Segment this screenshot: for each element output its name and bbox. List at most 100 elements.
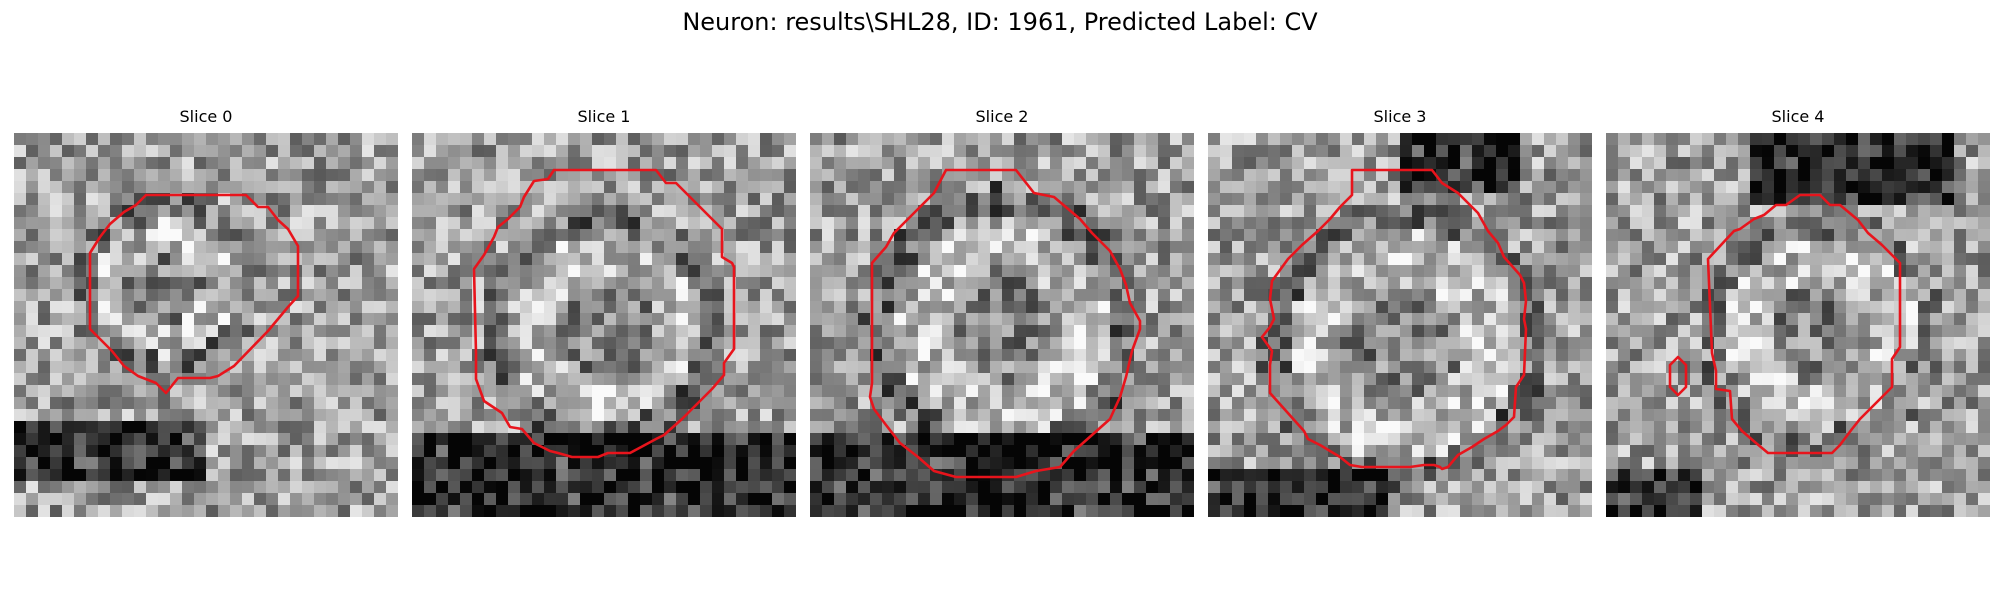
- pixel: [182, 145, 195, 158]
- pixel: [1858, 217, 1871, 230]
- pixel: [1858, 325, 1871, 338]
- pixel: [1762, 445, 1775, 458]
- pixel: [38, 481, 51, 494]
- pixel: [1858, 433, 1871, 446]
- pixel: [1460, 193, 1473, 206]
- pixel: [894, 313, 907, 326]
- pixel: [1038, 133, 1051, 146]
- pixel: [1846, 373, 1859, 386]
- pixel: [1738, 337, 1751, 350]
- pixel: [98, 361, 111, 374]
- pixel: [230, 505, 243, 517]
- pixel: [1134, 253, 1147, 266]
- pixel: [1208, 277, 1221, 290]
- pixel: [1110, 289, 1123, 302]
- pixel: [1738, 181, 1751, 194]
- pixel: [556, 133, 569, 146]
- pixel: [1930, 289, 1943, 302]
- pixel: [748, 253, 761, 266]
- pixel: [1834, 337, 1847, 350]
- pixel: [1134, 361, 1147, 374]
- pixel: [1906, 217, 1919, 230]
- pixel: [1678, 133, 1691, 146]
- pixel: [724, 373, 737, 386]
- pixel: [966, 325, 979, 338]
- pixel: [74, 445, 87, 458]
- pixel: [374, 157, 387, 170]
- pixel: [1208, 505, 1221, 517]
- pixel: [122, 469, 135, 482]
- pixel: [1496, 433, 1509, 446]
- pixel: [1774, 361, 1787, 374]
- pixel: [302, 505, 315, 517]
- pixel: [1942, 157, 1955, 170]
- pixel: [254, 349, 267, 362]
- pixel: [1412, 337, 1425, 350]
- pixel: [412, 265, 425, 278]
- pixel: [978, 337, 991, 350]
- pixel: [158, 397, 171, 410]
- pixel: [1086, 445, 1099, 458]
- pixel: [954, 397, 967, 410]
- pixel: [580, 205, 593, 218]
- pixel: [1268, 229, 1281, 242]
- pixel: [98, 325, 111, 338]
- pixel: [86, 253, 99, 266]
- pixel: [1846, 349, 1859, 362]
- pixel: [122, 385, 135, 398]
- pixel: [1146, 337, 1159, 350]
- pixel: [894, 373, 907, 386]
- pixel: [1714, 457, 1727, 470]
- pixel: [1654, 385, 1667, 398]
- pixel: [158, 505, 171, 517]
- pixel: [1244, 337, 1257, 350]
- pixel: [822, 157, 835, 170]
- pixel: [846, 469, 859, 482]
- pixel: [846, 373, 859, 386]
- pixel: [834, 337, 847, 350]
- pixel: [1870, 349, 1883, 362]
- pixel: [556, 229, 569, 242]
- pixel: [736, 217, 749, 230]
- pixel: [1002, 133, 1015, 146]
- pixel: [1146, 181, 1159, 194]
- pixel: [350, 337, 363, 350]
- pixel: [1062, 361, 1075, 374]
- pixel: [894, 133, 907, 146]
- pixel: [1002, 433, 1015, 446]
- pixel: [326, 253, 339, 266]
- pixel: [1256, 157, 1269, 170]
- pixel: [942, 289, 955, 302]
- pixel: [1496, 349, 1509, 362]
- pixel: [652, 157, 665, 170]
- pixel: [676, 205, 689, 218]
- pixel: [424, 385, 437, 398]
- pixel: [1182, 337, 1194, 350]
- pixel: [170, 385, 183, 398]
- pixel: [1690, 205, 1703, 218]
- pixel: [990, 349, 1003, 362]
- pixel: [772, 205, 785, 218]
- pixel: [302, 445, 315, 458]
- pixel: [1508, 169, 1521, 182]
- pixel: [1352, 301, 1365, 314]
- pixel: [412, 157, 425, 170]
- pixel: [810, 493, 823, 506]
- pixel: [1244, 469, 1257, 482]
- pixel: [338, 181, 351, 194]
- pixel: [1364, 469, 1377, 482]
- pixel: [1690, 133, 1703, 146]
- pixel: [436, 409, 449, 422]
- pixel: [834, 481, 847, 494]
- pixel: [1894, 157, 1907, 170]
- pixel: [1508, 193, 1521, 206]
- pixel: [784, 373, 796, 386]
- pixel: [712, 397, 725, 410]
- pixel: [1906, 253, 1919, 266]
- pixel: [386, 505, 398, 517]
- pixel: [290, 241, 303, 254]
- pixel: [1002, 217, 1015, 230]
- pixel: [1702, 313, 1715, 326]
- pixel: [580, 145, 593, 158]
- pixel: [1568, 169, 1581, 182]
